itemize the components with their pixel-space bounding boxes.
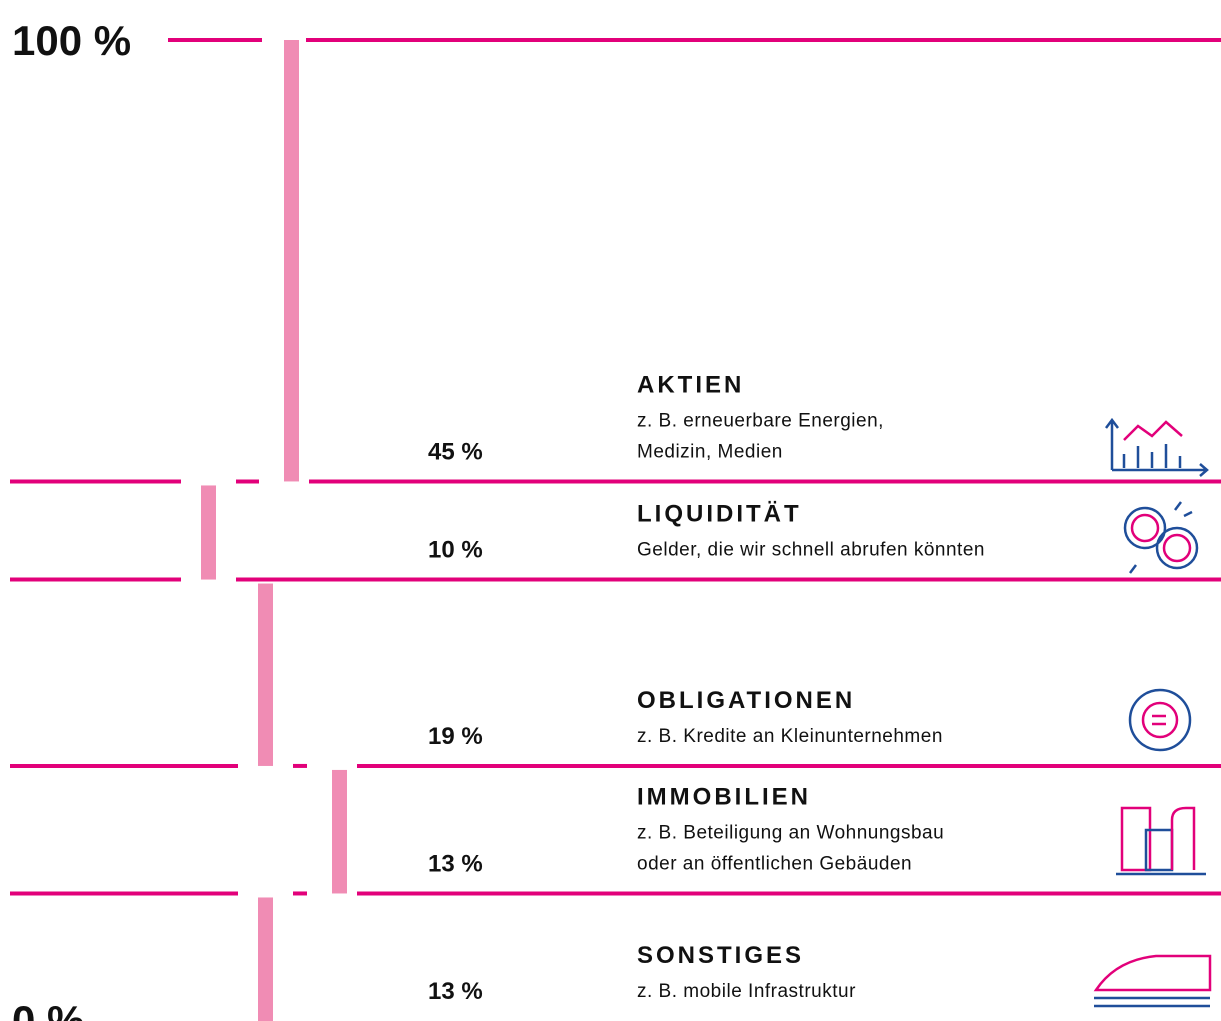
value-label: 13 % <box>428 978 483 1005</box>
value-label: 45 % <box>428 438 483 465</box>
category-title: AKTIEN <box>637 371 744 398</box>
bar <box>201 485 216 580</box>
bar <box>258 897 273 1021</box>
description: z. B. Kredite an Kleinunternehmen <box>637 726 943 747</box>
category-title: OBLIGATIONEN <box>637 687 855 714</box>
description: z. B. Beteiligung an Wohnungsbau <box>637 822 944 843</box>
building-icon <box>1116 806 1206 876</box>
category-title: SONSTIGES <box>637 942 804 969</box>
y-tick-label: 0 % <box>12 997 84 1021</box>
description: Gelder, die wir schnell abrufen könnten <box>637 540 985 561</box>
bar <box>258 583 273 766</box>
description: Medizin, Medien <box>637 441 783 462</box>
description: oder an öffentlichen Gebäuden <box>637 853 912 874</box>
value-label: 13 % <box>428 850 483 877</box>
category-title: IMMOBILIEN <box>637 783 811 810</box>
train-icon <box>1093 954 1212 1008</box>
coins-icon <box>1123 501 1199 574</box>
value-label: 10 % <box>428 537 483 564</box>
category-title: LIQUIDITÄT <box>637 501 802 528</box>
icons <box>1093 417 1212 1008</box>
description: z. B. erneuerbare Energien, <box>637 410 884 431</box>
description: z. B. mobile Infrastruktur <box>637 981 856 1002</box>
y-tick-label: 100 % <box>12 17 131 64</box>
bar <box>284 40 299 482</box>
bar <box>332 769 347 894</box>
chart-icon <box>1105 417 1209 477</box>
exchange-icon <box>1128 688 1192 752</box>
value-label: 19 % <box>428 723 483 750</box>
